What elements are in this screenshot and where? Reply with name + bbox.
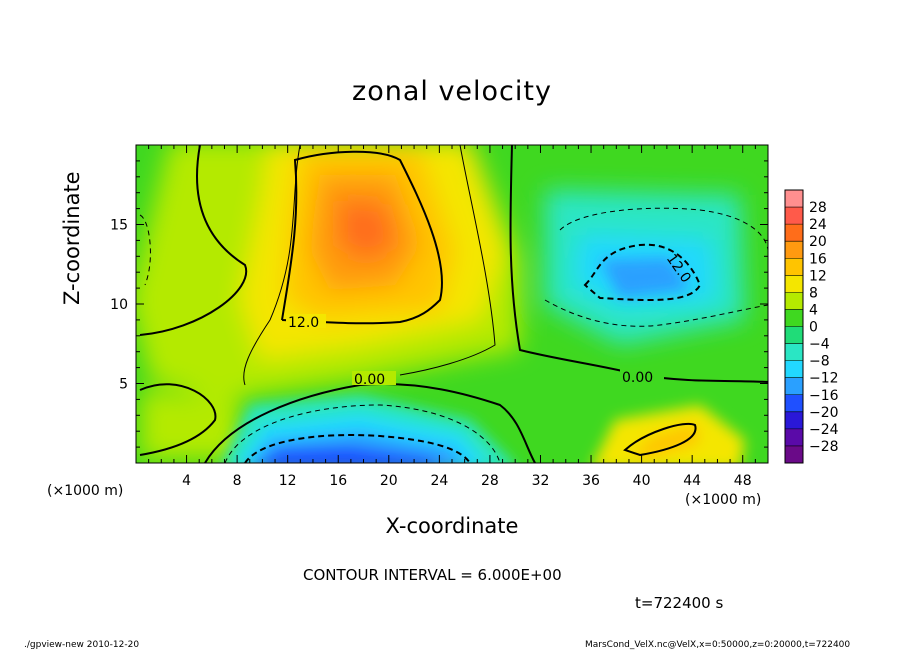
colorbar-label: 16 bbox=[809, 251, 827, 267]
colorbar-label: 12 bbox=[809, 268, 827, 284]
colorbar-label: −12 bbox=[809, 371, 839, 387]
x-tick-label: 36 bbox=[582, 473, 600, 489]
x-tick-label: 28 bbox=[481, 473, 499, 489]
contour-neg-surface-thin bbox=[224, 404, 501, 463]
easterly-core bbox=[600, 258, 690, 298]
colorbar-label: −8 bbox=[809, 354, 830, 370]
colorbar-label: 4 bbox=[809, 302, 818, 318]
surface-jet-orange bbox=[630, 424, 700, 460]
colorbar-label: 24 bbox=[809, 217, 827, 233]
colorbar-swatch bbox=[785, 445, 803, 464]
colorbar-swatch bbox=[785, 190, 803, 208]
footer-right: MarsCond_VelX.nc@VelX,x=0:50000,z=0:2000… bbox=[585, 640, 851, 650]
contour-zero-main bbox=[509, 145, 768, 383]
x-tick-label: 44 bbox=[683, 473, 701, 489]
colorbar-label: 8 bbox=[809, 285, 818, 301]
contour-twelve-surface bbox=[623, 422, 697, 457]
x-tick-label: 4 bbox=[182, 473, 191, 489]
x-tick-label: 16 bbox=[329, 473, 347, 489]
colorbar-swatch bbox=[785, 241, 803, 259]
colorbar-swatch bbox=[785, 343, 803, 362]
colorbar-label: −16 bbox=[809, 388, 839, 404]
colorbar-swatch bbox=[785, 326, 803, 345]
contour-interval-text: CONTOUR INTERVAL = 6.000E+00 bbox=[303, 566, 562, 584]
contour-label: 0.00 bbox=[354, 372, 385, 388]
colorbar-label: 28 bbox=[809, 200, 827, 216]
colorbar-label: −4 bbox=[809, 337, 830, 353]
contour-neg-west bbox=[139, 214, 151, 286]
contour-neg-six bbox=[544, 207, 768, 327]
jet-peak bbox=[340, 200, 395, 260]
x-axis-label: X-coordinate bbox=[385, 514, 519, 538]
x-tick-label: 8 bbox=[233, 473, 242, 489]
contour-label: 0.00 bbox=[622, 370, 653, 386]
colorbar-label: 20 bbox=[809, 234, 827, 250]
x-tick-label: 20 bbox=[380, 473, 398, 489]
colorbar-label: −20 bbox=[809, 405, 839, 421]
y-axis-unit: (×1000 m) bbox=[47, 483, 124, 499]
colorbar-swatch bbox=[785, 275, 803, 293]
x-tick-label: 32 bbox=[532, 473, 550, 489]
y-tick-label: 5 bbox=[119, 377, 128, 393]
x-axis: 4 8 12 16 20 24 28 32 36 40 44 48 bbox=[148, 145, 756, 489]
contour-zero-lower bbox=[139, 383, 536, 463]
time-label: t=722400 s bbox=[635, 594, 724, 612]
chart-title: zonal velocity bbox=[352, 76, 552, 107]
y-tick-label: 10 bbox=[110, 297, 128, 313]
x-tick-label: 40 bbox=[633, 473, 651, 489]
y-tick-label: 15 bbox=[110, 218, 128, 234]
contour-thin-b bbox=[399, 145, 496, 376]
colorbar-label: −28 bbox=[809, 439, 839, 455]
surface-deep bbox=[260, 447, 437, 463]
x-tick-label: 24 bbox=[430, 473, 448, 489]
colorbar-swatch bbox=[785, 394, 803, 413]
contour-twelve bbox=[281, 150, 443, 325]
x-axis-unit: (×1000 m) bbox=[685, 492, 762, 508]
shaded-field bbox=[136, 145, 768, 463]
colorbar-swatch bbox=[785, 360, 803, 379]
contour-neg-twelve bbox=[583, 243, 702, 302]
colorbar-label: 0 bbox=[809, 320, 818, 336]
x-tick-label: 48 bbox=[734, 473, 752, 489]
contour-neg-surface bbox=[244, 434, 471, 463]
contour-zero-west bbox=[139, 145, 248, 336]
contour-thin-a bbox=[243, 145, 301, 386]
colorbar-swatch bbox=[785, 292, 803, 310]
lower-left-green bbox=[140, 390, 240, 460]
y-axis-label: Z-coordinate bbox=[60, 171, 84, 305]
colorbar-swatch bbox=[785, 207, 803, 225]
colorbar-label: −24 bbox=[809, 422, 839, 438]
colorbar-swatch bbox=[785, 377, 803, 396]
x-tick-label: 12 bbox=[279, 473, 297, 489]
colorbar-swatch bbox=[785, 224, 803, 242]
contour-lines bbox=[139, 145, 768, 463]
colorbar-swatch bbox=[785, 309, 803, 327]
footer-left: ./gpview-new 2010-12-20 bbox=[24, 640, 140, 650]
colorbar-swatch bbox=[785, 411, 803, 430]
colorbar-swatch bbox=[785, 428, 803, 447]
contour-label: 12.0 bbox=[288, 315, 319, 331]
colorbar-swatch bbox=[785, 258, 803, 276]
y-axis: 5 10 15 bbox=[110, 160, 768, 448]
